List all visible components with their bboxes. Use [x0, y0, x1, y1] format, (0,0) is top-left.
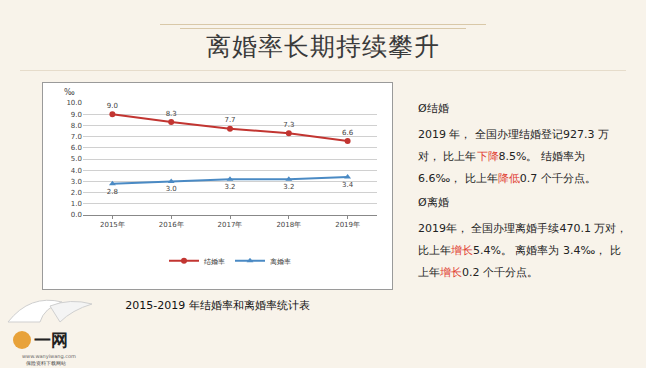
svg-text:2.8: 2.8	[107, 188, 118, 196]
svg-text:3.2: 3.2	[224, 183, 235, 191]
svg-text:3.0: 3.0	[166, 185, 177, 193]
html-text:离婚率长期持续攀升: 离婚率长期持续攀升	[206, 32, 440, 61]
svg-text:2015年: 2015年	[100, 221, 125, 229]
html-text:2019年， 全国办理离婚手续470.1 万对， 比上年增长: 2019年， 全国办理离婚手续470.1 万对， 比上年增长5.4%。 离婚率为…	[418, 222, 628, 279]
svg-text:5.0: 5.0	[71, 155, 82, 163]
svg-text:一网: 一网	[34, 330, 68, 350]
svg-text:9.0: 9.0	[107, 102, 118, 110]
svg-text:www.wanyiwang.com: www.wanyiwang.com	[22, 353, 76, 360]
html-text:2015-2019 年结婚率和离婚率统计表: 2015-2019 年结婚率和离婚率统计表	[125, 299, 310, 312]
svg-text:3.2: 3.2	[283, 183, 294, 191]
svg-text:10.0: 10.0	[66, 99, 82, 107]
svg-text:1.0: 1.0	[71, 200, 82, 208]
svg-text:2016年: 2016年	[159, 221, 184, 229]
svg-text:2018年: 2018年	[276, 221, 301, 229]
svg-text:‰: ‰	[64, 88, 75, 97]
svg-text:4.0: 4.0	[71, 167, 82, 175]
svg-text:3.4: 3.4	[342, 181, 354, 189]
svg-text:9.0: 9.0	[71, 111, 82, 119]
svg-text:8.3: 8.3	[166, 110, 177, 118]
svg-text:离婚率: 离婚率	[270, 258, 291, 266]
svg-text:2019年: 2019年	[335, 221, 360, 229]
svg-text:7.0: 7.0	[71, 133, 82, 141]
svg-text:7.3: 7.3	[283, 121, 294, 129]
svg-text:结婚率: 结婚率	[204, 258, 225, 266]
svg-text:2.0: 2.0	[71, 189, 82, 197]
svg-text:2017年: 2017年	[218, 221, 243, 229]
svg-text:8.0: 8.0	[71, 122, 82, 130]
svg-text:3.0: 3.0	[71, 178, 82, 186]
html-text:Ø结婚: Ø结婚	[418, 102, 449, 115]
svg-text:6.0: 6.0	[71, 144, 82, 152]
svg-text:0.0: 0.0	[71, 211, 82, 219]
svg-text:6.6: 6.6	[342, 129, 354, 137]
svg-text:保险资料下载网站: 保险资料下载网站	[26, 360, 66, 366]
html-text:Ø离婚: Ø离婚	[418, 196, 449, 209]
svg-text:7.7: 7.7	[224, 116, 235, 124]
html-text:2019 年， 全国办理结婚登记927.3 万对， 比上年下: 2019 年， 全国办理结婚登记927.3 万对， 比上年下降8.5%。 结婚率…	[418, 128, 609, 185]
